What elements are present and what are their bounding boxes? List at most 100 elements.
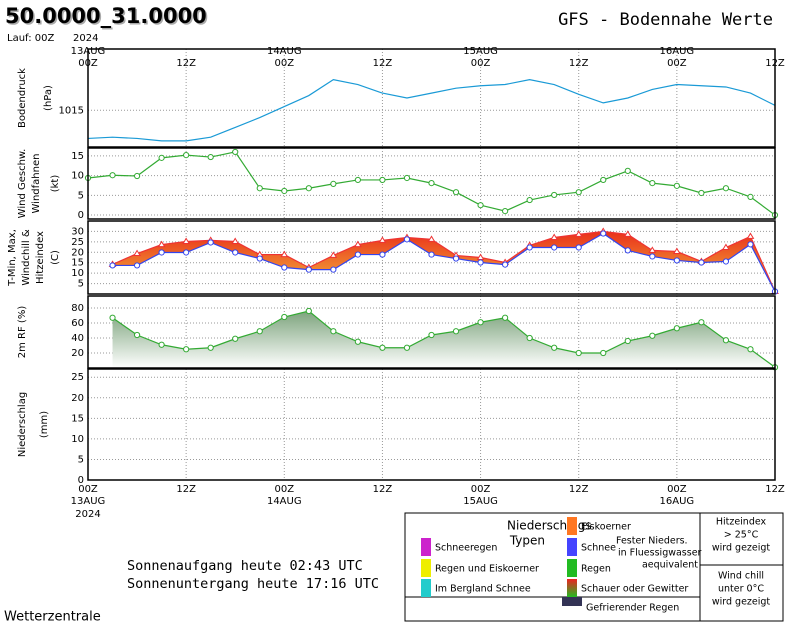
- x-tick-label-bottom: 12Z: [373, 484, 393, 495]
- heat-note: Hitzeindex: [716, 517, 767, 528]
- data-point: [747, 193, 754, 201]
- data-point: [427, 235, 436, 242]
- data-point: [551, 191, 558, 199]
- date-label-top: 16AUG: [660, 46, 695, 57]
- data-point: [305, 185, 312, 192]
- data-point: [207, 239, 214, 246]
- data-point: [649, 253, 656, 260]
- data-point: [672, 247, 681, 254]
- data-point: [624, 337, 631, 345]
- data-point: [649, 180, 656, 187]
- data-point: [329, 251, 338, 258]
- y-tick-label: 80: [71, 303, 84, 314]
- y-axis-label: Windfahnen: [31, 154, 42, 214]
- panel-frame: [87, 295, 776, 369]
- data-point: [477, 259, 484, 266]
- data-point: [673, 257, 680, 264]
- data-point: [574, 230, 583, 237]
- data-point: [551, 344, 558, 351]
- x-tick-label-bottom: 12Z: [569, 484, 589, 495]
- y-tick-label: 30: [71, 226, 84, 237]
- legend-title: Niederschlags: [507, 519, 592, 533]
- data-point: [747, 346, 754, 353]
- data-point: [305, 266, 312, 273]
- legend-label: Regen: [581, 564, 611, 575]
- x-tick-label-top: 12Z: [373, 58, 393, 69]
- data-point: [158, 341, 165, 348]
- x-tick-label-bottom: 12Z: [765, 484, 785, 495]
- data-point: [133, 172, 141, 180]
- data-point: [330, 328, 337, 335]
- y-tick-label: 25: [71, 237, 84, 248]
- legend-label: Gefrierender Regen: [586, 603, 679, 614]
- x-tick-label-top: 00Z: [471, 58, 491, 69]
- data-point: [722, 337, 730, 344]
- y-tick-label: 0: [78, 210, 84, 221]
- data-point: [526, 244, 533, 251]
- chill-note: Wind chill: [718, 571, 764, 582]
- data-point: [183, 249, 190, 256]
- y-tick-label: 10: [71, 171, 84, 182]
- data-point: [330, 266, 337, 273]
- data-point: [354, 240, 362, 248]
- x-tick-label-top: 12Z: [176, 58, 196, 69]
- y-axis-label: (mm): [39, 411, 50, 438]
- y-tick-label: 20: [71, 247, 84, 258]
- subtitle: GFS - Bodennahe Werte: [558, 10, 773, 30]
- data-point: [600, 230, 607, 237]
- data-point: [379, 344, 386, 351]
- y-axis-label: Windchill &: [21, 229, 32, 285]
- panel-frame: [87, 220, 776, 295]
- chill-note: unter 0°C: [718, 584, 764, 595]
- legend-label: Eiskoerner: [581, 522, 631, 533]
- data-point: [133, 331, 141, 339]
- data-point: [452, 255, 460, 262]
- y-axis-label: T-Min, Max,: [7, 229, 18, 287]
- legend-title: Typen: [509, 534, 545, 548]
- title-shadow: 50.0000_31.0000: [7, 6, 209, 30]
- year-label: 2024: [75, 509, 100, 520]
- y-tick-label: 10: [71, 268, 84, 279]
- footer: Wetterzentrale: [4, 610, 101, 625]
- legend-label: Schnee: [581, 543, 616, 554]
- data-point: [550, 233, 559, 240]
- heat-note: wird gezeigt: [712, 543, 771, 554]
- data-point: [280, 250, 289, 258]
- data-point: [158, 154, 165, 161]
- legend-swatch: [567, 538, 577, 556]
- x-tick-label-bottom: 00Z: [471, 484, 491, 495]
- y-tick-label: 15: [71, 151, 84, 162]
- legend-label: Im Bergland Schnee: [435, 584, 531, 595]
- data-point: [281, 264, 288, 271]
- data-point: [183, 346, 190, 353]
- data-point: [281, 187, 288, 195]
- y-axis-label: (hPa): [43, 85, 54, 111]
- data-point: [722, 185, 730, 192]
- y-tick-label: 60: [71, 318, 84, 329]
- x-tick-label-bottom: 00Z: [274, 484, 294, 495]
- panel-frame: [87, 147, 776, 220]
- legend-swatch: [567, 559, 577, 577]
- run: Lauf: 00Z: [7, 33, 54, 44]
- y-tick-label: 20: [71, 348, 84, 359]
- data-point: [403, 174, 411, 182]
- y-tick-label: 5: [78, 190, 84, 201]
- data-point: [305, 307, 312, 315]
- y-tick-label: 20: [71, 393, 84, 404]
- data-point: [232, 249, 239, 256]
- data-point: [649, 332, 656, 339]
- data-point: [722, 243, 730, 250]
- data-point: [379, 176, 386, 184]
- data-point: [207, 153, 214, 161]
- data-point: [378, 236, 387, 243]
- data-point: [673, 182, 680, 189]
- y-tick-label: 40: [71, 333, 84, 344]
- data-point: [698, 319, 705, 326]
- sun-time: Sonnenaufgang heute 02:43 UTC: [127, 558, 363, 574]
- legend-note: aequivalent: [642, 560, 698, 571]
- data-point: [526, 334, 533, 342]
- data-point: [232, 148, 239, 156]
- data-point: [403, 236, 411, 243]
- data-point: [698, 189, 705, 197]
